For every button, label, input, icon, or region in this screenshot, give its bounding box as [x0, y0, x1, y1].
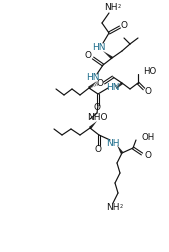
Text: $_2$: $_2$ — [119, 203, 123, 211]
Text: O: O — [93, 104, 101, 112]
Text: $_2$: $_2$ — [117, 3, 121, 11]
Polygon shape — [88, 81, 97, 89]
Text: HN: HN — [106, 82, 120, 91]
Text: HO: HO — [143, 67, 156, 76]
Text: O: O — [144, 151, 151, 161]
Text: O: O — [94, 144, 102, 153]
Text: NH: NH — [106, 203, 120, 211]
Text: NHO: NHO — [87, 113, 107, 122]
Text: O: O — [144, 86, 151, 96]
Polygon shape — [89, 121, 97, 129]
Text: O: O — [84, 51, 91, 60]
Text: HN: HN — [86, 73, 100, 81]
Text: O: O — [120, 20, 127, 29]
Polygon shape — [117, 145, 123, 154]
Polygon shape — [103, 51, 113, 59]
Text: OH: OH — [141, 134, 154, 142]
Text: NH: NH — [104, 3, 118, 12]
Polygon shape — [116, 82, 123, 89]
Text: HN: HN — [92, 43, 106, 51]
Text: O: O — [96, 79, 103, 88]
Text: NH: NH — [106, 139, 120, 147]
